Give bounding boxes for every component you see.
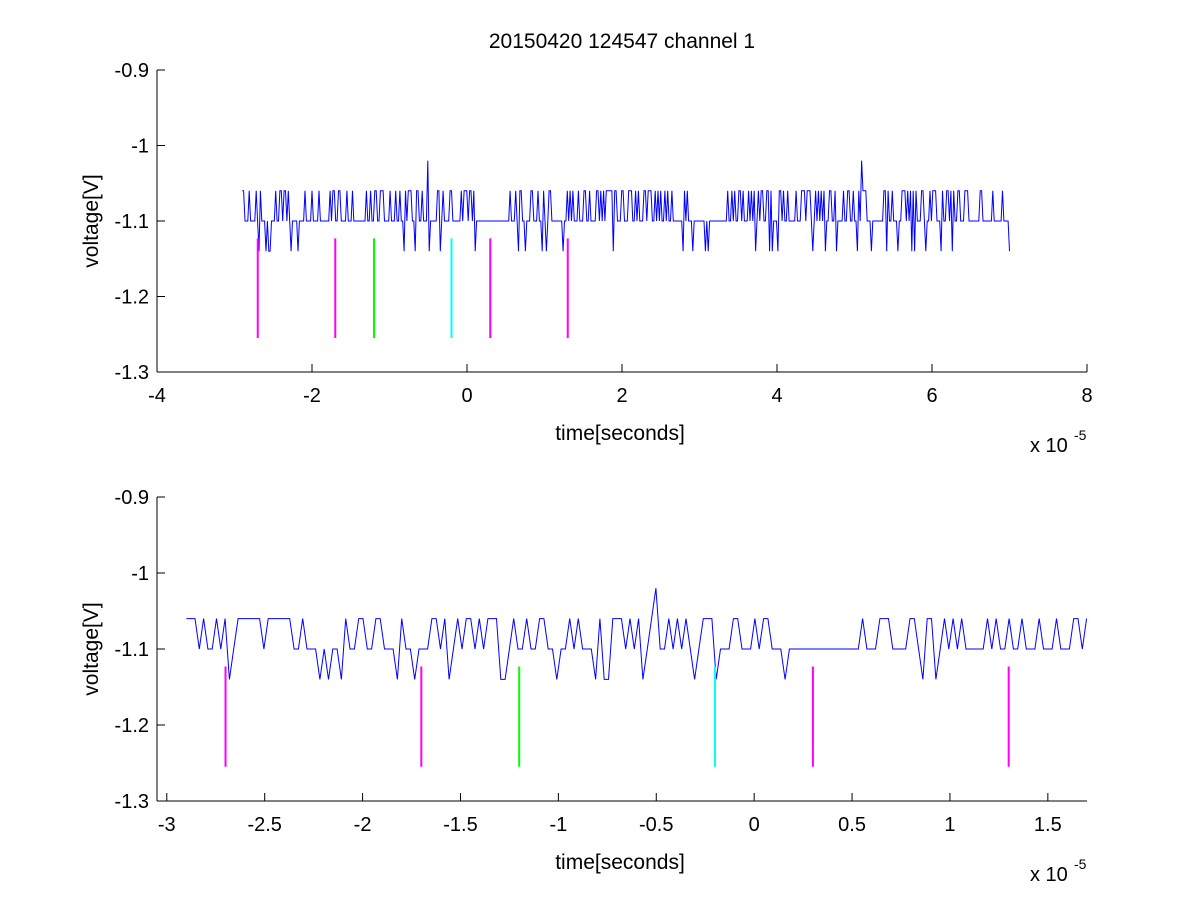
y-tick-label: -1.1 [115, 639, 149, 661]
x-multiplier-exponent: -5 [1074, 427, 1087, 443]
x-multiplier-label: x 10 [1030, 864, 1068, 886]
y-axis-label: voltage[V] [80, 174, 103, 267]
y-tick-label: -1.2 [115, 287, 149, 309]
figure-title: 20150420 124547 channel 1 [489, 30, 755, 53]
x-tick-label: 0 [749, 814, 760, 836]
x-multiplier-label: x 10 [1030, 435, 1068, 457]
x-tick-label: 6 [926, 385, 937, 407]
x-tick-label: 4 [771, 385, 782, 407]
bottom-axes: -0.9 -1 -1.1 -1.2 -1.3 -3 -2.5 -2 -1.5 -1 -0.5 0 0.5… [80, 487, 1088, 886]
y-axis-label: voltage[V] [80, 602, 103, 695]
x-multiplier-exponent: -5 [1074, 856, 1087, 872]
x-tick-label: -2 [354, 814, 372, 836]
signal-trace [242, 160, 1010, 252]
x-axis-label: time[seconds] [555, 422, 685, 445]
x-tick-label: -3 [158, 814, 176, 836]
y-tick-label: -1.3 [115, 791, 149, 813]
x-tick-label: -2.5 [247, 814, 281, 836]
x-tick-label: 8 [1081, 385, 1092, 407]
y-tick-label: -0.9 [115, 60, 149, 82]
x-tick-label: 2 [616, 385, 627, 407]
x-tick-label: -1 [549, 814, 567, 836]
x-tick-label: 1 [944, 814, 955, 836]
x-tick-label: -1.5 [443, 814, 477, 836]
x-tick-label: 0.5 [838, 814, 866, 836]
y-tick-label: -1.1 [115, 211, 149, 233]
signal-trace [186, 588, 1088, 680]
y-tick-label: -1.2 [115, 715, 149, 737]
y-tick-label: -1 [131, 136, 149, 158]
top-axes: -0.9 -1 -1.1 -1.2 -1.3-4 -2 0 2 4 6 8 time[seconds]… [80, 60, 1093, 457]
y-tick-label: -1.3 [115, 362, 149, 384]
x-tick-label: 0 [461, 385, 472, 407]
x-tick-label: -0.5 [639, 814, 673, 836]
x-axis-label: time[seconds] [555, 851, 685, 874]
x-tick-label: -2 [303, 385, 321, 407]
x-tick-label: -4 [148, 385, 166, 407]
y-tick-label: -1 [131, 563, 149, 585]
x-tick-label: 1.5 [1034, 814, 1062, 836]
y-tick-label: -0.9 [115, 487, 149, 509]
